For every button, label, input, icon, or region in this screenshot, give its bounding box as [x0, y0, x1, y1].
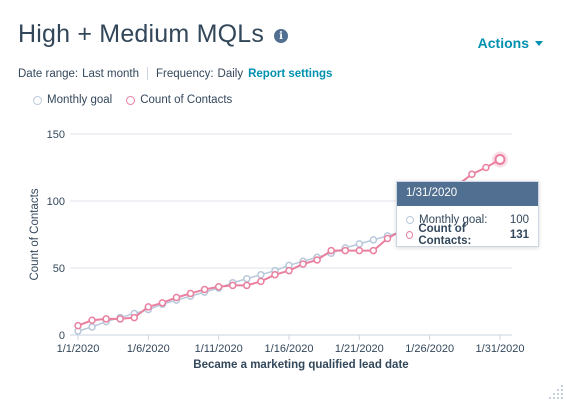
- data-point-count-of-contacts: [482, 163, 490, 172]
- data-point-count-of-contacts: [341, 246, 350, 255]
- actions-label: Actions: [477, 35, 529, 51]
- data-point-monthly-goal: [243, 274, 251, 283]
- filter-bar: Date range: Last month Frequency: Daily …: [18, 67, 332, 80]
- data-point-count-of-contacts: [214, 283, 223, 291]
- tooltip-row-monthly-goal: Monthly goal: 100: [406, 212, 529, 227]
- tooltip-label-count-of-contacts: Count of Contacts:: [418, 222, 472, 247]
- x-tick-label: 1/6/2020: [127, 343, 170, 355]
- legend-label-monthly-goal: Monthly goal: [47, 94, 113, 106]
- data-point-count-of-contacts: [327, 246, 335, 255]
- chevron-down-icon: [535, 40, 543, 46]
- tooltip-value-count-of-contacts: 131: [509, 228, 529, 241]
- frequency-label: Frequency:: [156, 67, 214, 80]
- resize-grip-dot: [561, 397, 563, 399]
- x-tick-label: 1/26/2020: [405, 343, 454, 355]
- info-icon[interactable]: i: [274, 29, 289, 43]
- resize-grip-dot: [557, 393, 559, 395]
- y-tick-label: 150: [47, 129, 65, 141]
- legend-item-monthly-goal[interactable]: Monthly goal: [33, 94, 112, 106]
- data-point-monthly-goal: [355, 240, 364, 248]
- resize-grip-dot: [553, 397, 555, 399]
- data-point-count-of-contacts: [130, 313, 139, 322]
- actions-dropdown[interactable]: Actions: [478, 35, 543, 51]
- data-point-count-of-contacts: [494, 153, 506, 165]
- data-point-monthly-goal: [88, 323, 96, 331]
- frequency-value: Daily: [217, 67, 244, 80]
- resize-grip-dot: [561, 389, 563, 391]
- data-point-monthly-goal: [369, 236, 378, 244]
- tooltip-body: Monthly goal: 100 Count of Contacts: 131: [397, 206, 538, 247]
- tooltip-value-monthly-goal: 100: [509, 213, 529, 226]
- data-point-count-of-contacts: [299, 260, 307, 268]
- y-tick-label: 50: [53, 263, 65, 275]
- data-point-count-of-contacts: [257, 277, 265, 286]
- x-tick-label: 1/21/2020: [335, 343, 384, 355]
- data-point-count-of-contacts: [116, 315, 124, 323]
- resize-grip-dot: [553, 393, 555, 395]
- tooltip-marker-count-of-contacts: [406, 230, 414, 239]
- data-point-count-of-contacts: [158, 299, 167, 307]
- tooltip-marker-monthly-goal: [406, 215, 414, 224]
- resize-grip-dot: [557, 397, 559, 399]
- data-point-count-of-contacts: [74, 321, 82, 330]
- data-point-count-of-contacts: [383, 234, 392, 243]
- x-tick-label: 1/16/2020: [265, 343, 314, 355]
- data-point-count-of-contacts: [271, 270, 279, 279]
- data-point-count-of-contacts: [200, 285, 209, 294]
- data-point-count-of-contacts: [172, 293, 181, 302]
- legend-item-count-of-contacts[interactable]: Count of Contacts: [126, 94, 232, 106]
- tooltip-row-count-of-contacts: Count of Contacts: 131: [406, 223, 529, 247]
- resize-grip-dot: [561, 393, 563, 395]
- data-point-count-of-contacts: [369, 246, 378, 255]
- chart-legend: Monthly goal Count of Contacts: [33, 94, 246, 106]
- y-tick-label: 0: [59, 330, 65, 342]
- date-range-label: Date range:: [18, 67, 79, 80]
- tooltip-date: 1/31/2020: [397, 182, 538, 206]
- page-title: High + Medium MQLs: [18, 20, 265, 48]
- date-range-value: Last month: [82, 67, 140, 80]
- data-point-count-of-contacts: [285, 266, 293, 275]
- legend-label-count-of-contacts: Count of Contacts: [140, 94, 233, 106]
- tooltip-label-monthly-goal: Monthly goal:: [419, 213, 488, 226]
- x-tick-label: 1/11/2020: [195, 343, 243, 355]
- data-point-count-of-contacts: [144, 303, 153, 311]
- y-tick-label: 100: [47, 196, 65, 208]
- data-point-count-of-contacts: [355, 246, 364, 255]
- y-axis-label: Count of Contacts: [29, 188, 41, 280]
- x-axis-label: Became a marketing qualified lead date: [193, 359, 408, 371]
- data-point-count-of-contacts: [102, 315, 110, 323]
- resize-grip-dot: [561, 385, 563, 387]
- title-row: High + Medium MQLs i: [18, 20, 289, 49]
- x-tick-label: 1/31/2020: [476, 343, 525, 355]
- data-point-count-of-contacts: [313, 256, 321, 264]
- resize-grip-dot: [557, 389, 559, 391]
- data-point-count-of-contacts: [228, 281, 237, 290]
- filter-divider: [147, 67, 149, 80]
- data-point-monthly-goal: [257, 270, 265, 279]
- data-point-count-of-contacts: [186, 289, 195, 298]
- legend-marker-count-of-contacts: [126, 95, 136, 105]
- legend-marker-monthly-goal: [33, 95, 42, 105]
- chart-tooltip: 1/31/2020 Monthly goal: 100 Count of Con…: [396, 181, 539, 247]
- data-point-count-of-contacts: [88, 316, 96, 325]
- resize-grip-dot: [549, 397, 551, 399]
- report-settings-link[interactable]: Report settings: [248, 67, 333, 80]
- data-point-count-of-contacts: [243, 281, 251, 290]
- x-tick-label: 1/1/2020: [57, 343, 100, 355]
- data-point-count-of-contacts: [468, 170, 476, 178]
